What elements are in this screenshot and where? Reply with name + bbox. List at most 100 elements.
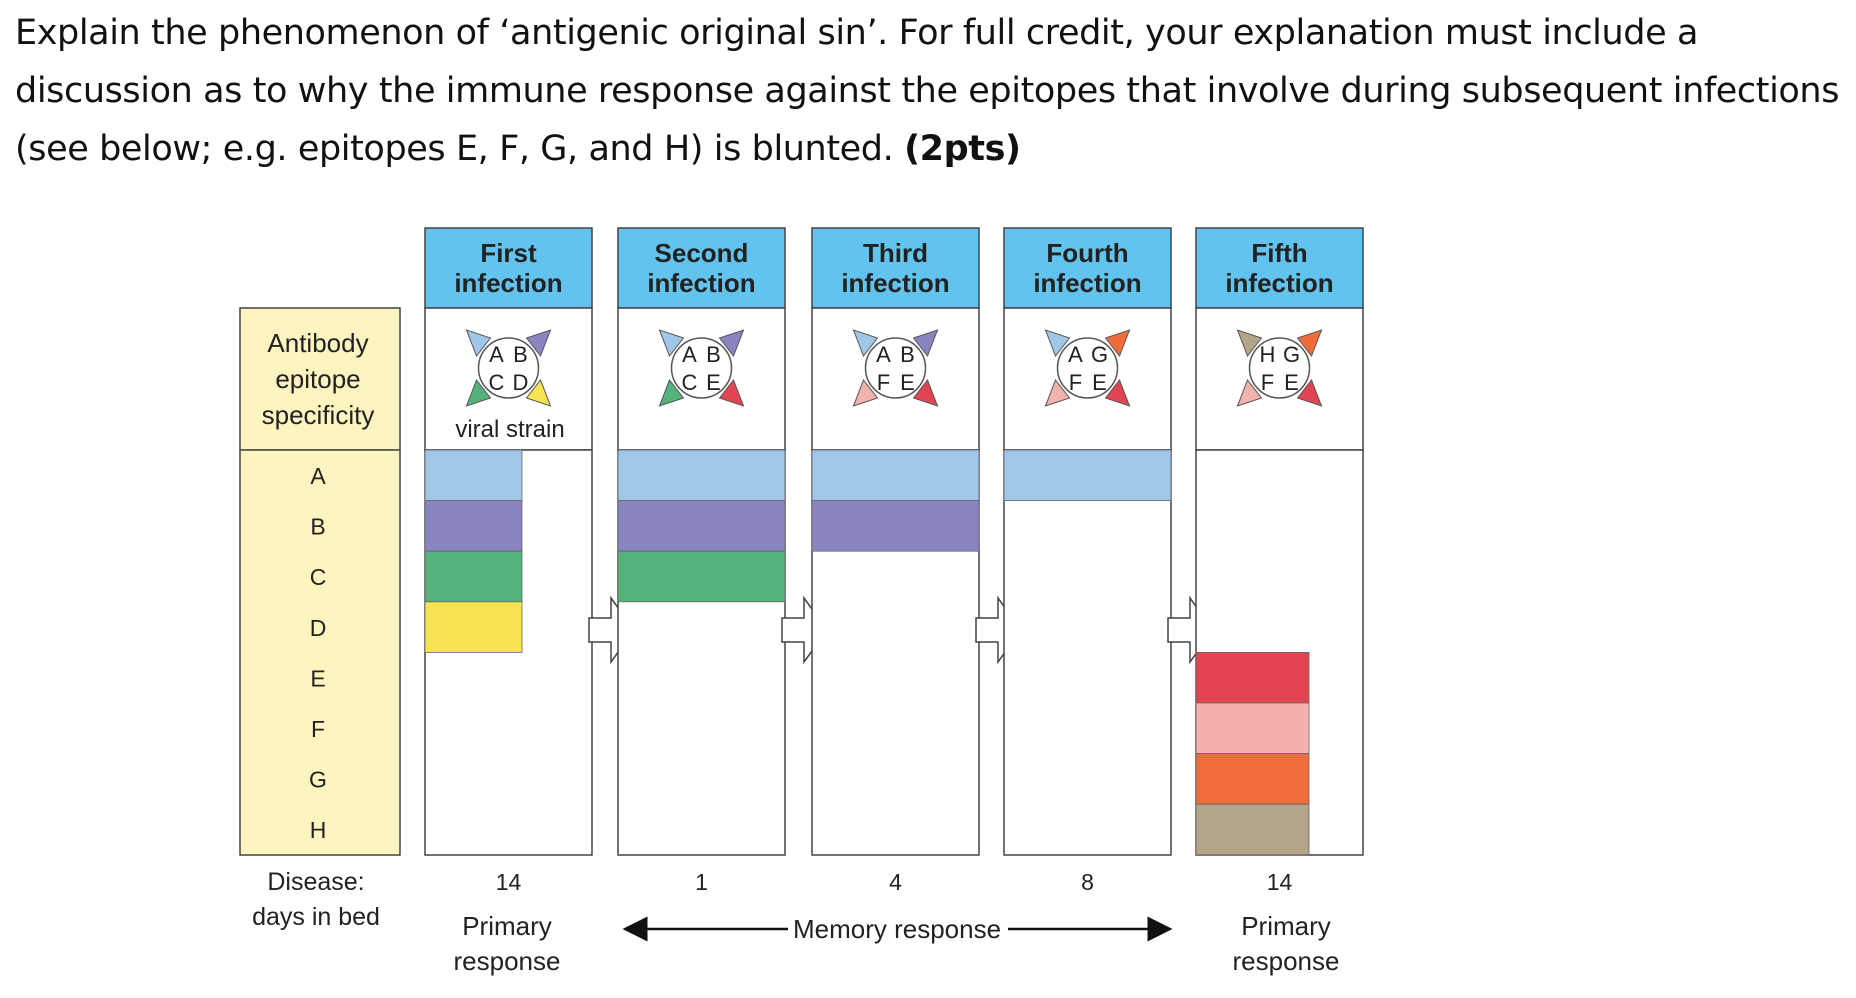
strain-letter-g: G	[1283, 342, 1300, 367]
infection-header	[1195, 227, 1364, 309]
strain-letter-a: A	[1068, 342, 1083, 367]
strain-letter-e: E	[706, 370, 721, 395]
virus-body	[670, 337, 733, 399]
strain-spike-b	[525, 329, 552, 358]
virus-icon: H GF E	[1236, 329, 1323, 407]
strain-letter-b: B	[513, 342, 528, 367]
infection-title-line2: infection	[841, 268, 949, 298]
question-text: Explain the phenomenon of ‘antigenic ori…	[15, 4, 1845, 178]
disease-label-line2: days in bed	[252, 903, 380, 931]
antibody-bar-a	[424, 449, 523, 501]
question-body: Explain the phenomenon of ‘antigenic ori…	[15, 13, 1840, 169]
epitope-label-d: D	[310, 615, 327, 641]
infection-title-line2: infection	[1033, 268, 1141, 298]
virus-body	[1248, 337, 1311, 399]
primary-left-line2: response	[454, 946, 561, 976]
primary-right-line2: response	[1233, 946, 1340, 976]
infection-title-line2: infection	[647, 268, 755, 298]
strain-spike-a	[465, 329, 492, 358]
strain-spike-e	[1296, 378, 1323, 407]
strain-letter-b: B	[706, 342, 721, 367]
primary-right-line1: Primary	[1241, 911, 1331, 941]
antibody-cell	[1003, 449, 1172, 856]
strain-label: viral strain	[455, 416, 564, 443]
epitope-label-g: G	[309, 767, 327, 793]
row-header-title-cell	[239, 307, 401, 451]
infection-title-line1: Second	[655, 238, 749, 268]
question-points: (2pts)	[904, 129, 1021, 169]
infection-title-line1: Fifth	[1251, 238, 1307, 268]
strain-letter-c: C	[489, 370, 505, 395]
antibody-bar-c	[424, 550, 523, 603]
strain-letter-e: E	[1284, 370, 1299, 395]
strain-spike-a	[852, 329, 879, 358]
epitope-label-b: B	[310, 514, 325, 540]
primary-left-line1: Primary	[462, 911, 552, 941]
row-header-line2: epitope	[275, 364, 360, 394]
virus-body	[1056, 337, 1119, 399]
strain-letter-g: G	[1091, 342, 1108, 367]
days-in-bed-value: 14	[1267, 869, 1293, 895]
infection-header	[1003, 227, 1172, 309]
strain-spike-f	[1236, 378, 1263, 407]
antibody-bar-e	[1195, 652, 1310, 704]
strain-letter-f: F	[1261, 370, 1274, 395]
memory-response-label: Memory response	[793, 914, 1001, 944]
virus-icon: A BC D	[465, 329, 552, 407]
days-in-bed-value: 14	[496, 869, 522, 895]
strain-letter-a: A	[682, 342, 697, 367]
disease-label-line1: Disease:	[267, 868, 364, 896]
strain-spike-h	[1236, 329, 1263, 358]
row-header-line1: Antibody	[267, 328, 368, 358]
strain-spike-e	[912, 378, 939, 407]
antibody-bar-b	[617, 500, 786, 552]
strain-spike-c	[465, 378, 492, 407]
strain-letter-h: H	[1260, 342, 1276, 367]
infection-header	[424, 227, 593, 309]
strain-spike-c	[658, 378, 685, 407]
antibody-bar-c	[617, 550, 786, 603]
strain-spike-b	[718, 329, 745, 358]
antibody-bar-h	[1195, 803, 1310, 856]
days-in-bed-value: 1	[695, 869, 708, 895]
row-header-epitope-cell	[239, 449, 401, 856]
infection-title-line2: infection	[1225, 268, 1333, 298]
antibody-bar-a	[811, 449, 980, 501]
infection-title-line1: Fourth	[1046, 238, 1128, 268]
virus-body	[864, 337, 927, 399]
row-header-line3: specificity	[262, 400, 375, 430]
strain-letter-f: F	[877, 370, 890, 395]
strain-spike-e	[1104, 378, 1131, 407]
infection-title-line2: infection	[454, 268, 562, 298]
strain-spike-d	[525, 378, 552, 407]
strain-spike-f	[852, 378, 879, 407]
virus-body	[477, 337, 540, 399]
epitope-label-h: H	[310, 817, 327, 843]
antibody-bar-a	[617, 449, 786, 501]
strain-spike-a	[658, 329, 685, 358]
bottom-annotations: Primary response Memory response Primary…	[454, 911, 1340, 976]
strain-letter-a: A	[489, 342, 504, 367]
epitope-label-a: A	[310, 463, 326, 489]
epitope-label-e: E	[310, 665, 325, 691]
infection-title-line1: First	[480, 238, 537, 268]
strain-letter-e: E	[1092, 370, 1107, 395]
strain-spike-b	[912, 329, 939, 358]
infection-title-line1: Third	[863, 238, 928, 268]
epitope-label-f: F	[311, 716, 325, 742]
epitope-label-c: C	[310, 564, 327, 590]
virus-icon: A BC E	[658, 329, 745, 407]
strain-spike-f	[1044, 378, 1071, 407]
antibody-bar-d	[424, 601, 523, 653]
days-in-bed-value: 8	[1081, 869, 1094, 895]
antibody-bar-a	[1003, 449, 1172, 501]
